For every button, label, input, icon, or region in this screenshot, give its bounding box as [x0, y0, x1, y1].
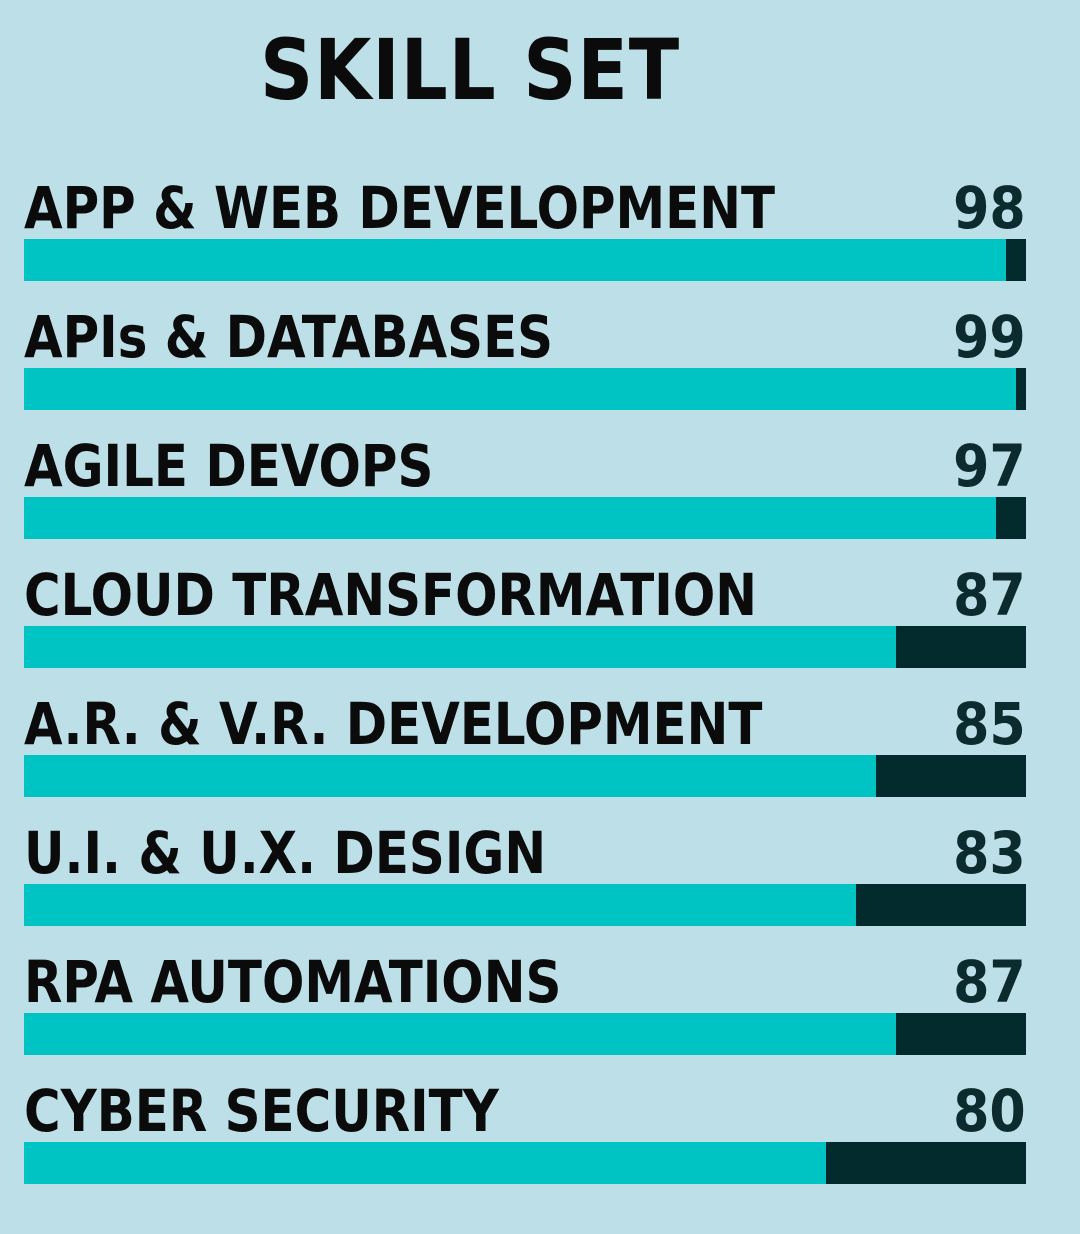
skill-value: 97	[953, 432, 1026, 500]
skill-value: 87	[953, 948, 1026, 1016]
skill-value: 80	[953, 1077, 1026, 1145]
skill-value: 99	[953, 303, 1026, 371]
skill-label: APP & WEB DEVELOPMENT	[24, 174, 776, 242]
skill-label: RPA AUTOMATIONS	[24, 948, 562, 1016]
skill-label: CYBER SECURITY	[24, 1077, 499, 1145]
skill-bar-fill	[24, 368, 1016, 410]
skill-bar-track	[24, 884, 1026, 926]
skill-row: CLOUD TRANSFORMATION 87	[24, 558, 1026, 668]
skill-bar-track	[24, 497, 1026, 539]
skill-bar-track	[24, 755, 1026, 797]
skill-bar-fill	[24, 755, 876, 797]
skill-label: A.R. & V.R. DEVELOPMENT	[24, 690, 763, 758]
skill-bar-fill	[24, 239, 1006, 281]
skill-bar-fill	[24, 626, 896, 668]
skill-bar-track	[24, 239, 1026, 281]
skill-label: U.I. & U.X. DESIGN	[24, 819, 547, 887]
skill-label: AGILE DEVOPS	[24, 432, 434, 500]
skill-bar-fill	[24, 1013, 896, 1055]
skill-row: CYBER SECURITY 80	[24, 1074, 1026, 1184]
skill-bar-track	[24, 368, 1026, 410]
skill-value: 83	[953, 819, 1026, 887]
skill-row: APIs & DATABASES 99	[24, 300, 1026, 410]
skill-bar-fill	[24, 884, 856, 926]
skill-label: APIs & DATABASES	[24, 303, 554, 371]
skill-value: 87	[953, 561, 1026, 629]
skill-bar-track	[24, 1142, 1026, 1184]
skill-bar-track	[24, 626, 1026, 668]
chart-title: SKILL SET	[259, 21, 681, 119]
skill-bar-track	[24, 1013, 1026, 1055]
skill-bar-fill	[24, 1142, 826, 1184]
skill-row: AGILE DEVOPS 97	[24, 429, 1026, 539]
skill-row: RPA AUTOMATIONS 87	[24, 945, 1026, 1055]
skill-value: 85	[953, 690, 1026, 758]
skill-row: APP & WEB DEVELOPMENT 98	[24, 171, 1026, 281]
skill-label: CLOUD TRANSFORMATION	[24, 561, 757, 629]
skill-row: U.I. & U.X. DESIGN 83	[24, 816, 1026, 926]
skill-row: A.R. & V.R. DEVELOPMENT 85	[24, 687, 1026, 797]
skill-value: 98	[953, 174, 1026, 242]
skill-bar-fill	[24, 497, 996, 539]
